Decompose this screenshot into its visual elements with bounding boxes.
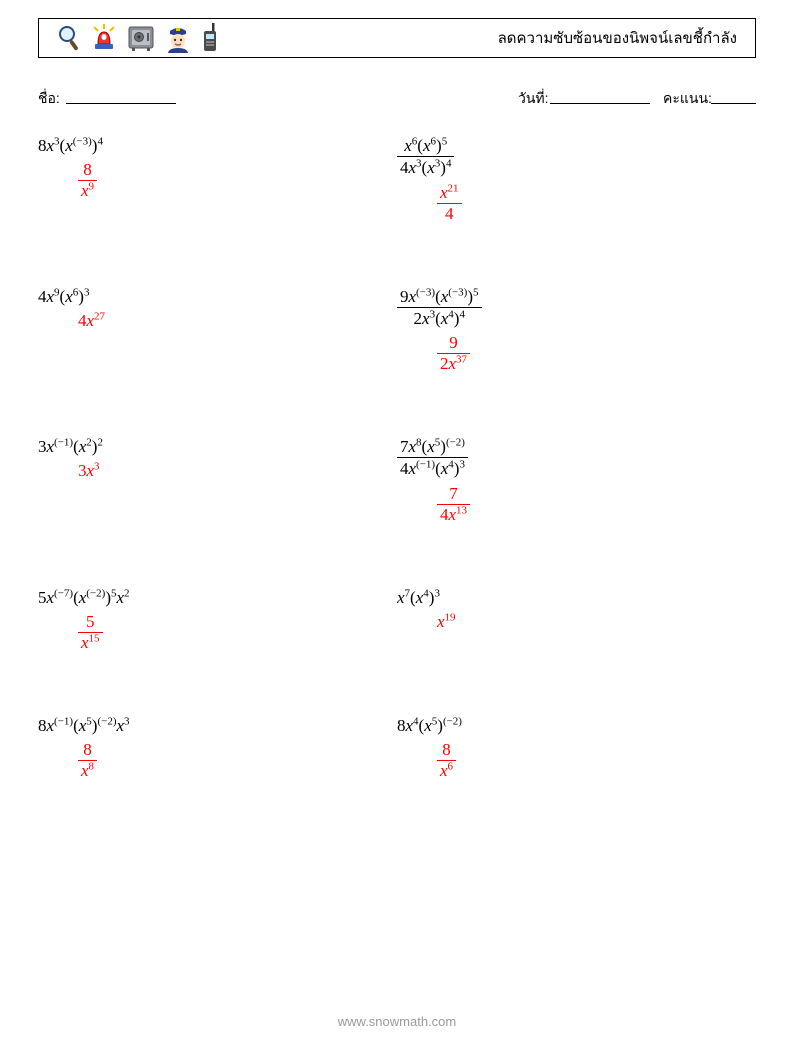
problem-expression: 4x9(x6)3 <box>38 286 397 307</box>
police-icon <box>165 23 191 53</box>
name-label: ชื่อ: <box>38 88 60 110</box>
problem-expression: x7(x4)3 <box>397 587 756 608</box>
problems-grid: 8x3(x(−3))4 8x9 x6(x6)54x3(x3)4 x214 4x9… <box>38 135 756 843</box>
problem-answer: 92x37 <box>437 333 756 374</box>
problem-answer: 8x9 <box>78 160 397 201</box>
problem-cell: 8x(−1)(x5)(−2)x3 8x8 <box>38 715 397 781</box>
problem-expression: 3x(−1)(x2)2 <box>38 436 397 457</box>
problem-row: 3x(−1)(x2)2 3x3 7x8(x5)(−2)4x(−1)(x4)3 7… <box>38 436 756 525</box>
problem-cell: 4x9(x6)3 4x27 <box>38 286 397 375</box>
siren-icon <box>91 24 117 52</box>
date-label: วันที่: <box>518 88 549 110</box>
magnifier-icon <box>57 24 81 52</box>
problem-expression: 8x(−1)(x5)(−2)x3 <box>38 715 397 736</box>
problem-answer: 8x6 <box>437 740 756 781</box>
problem-answer: 8x8 <box>78 740 397 781</box>
problem-answer: 4x27 <box>78 311 397 331</box>
name-blank <box>66 103 176 104</box>
problem-expression: 8x3(x(−3))4 <box>38 135 397 156</box>
problem-expression: 5x(−7)(x(−2))5x2 <box>38 587 397 608</box>
problem-cell: x6(x6)54x3(x3)4 x214 <box>397 135 756 224</box>
problem-answer: x19 <box>437 612 756 632</box>
problem-row: 5x(−7)(x(−2))5x2 5x15 x7(x4)3 x19 <box>38 587 756 653</box>
page-title: ลดความซับซ้อนของนิพจน์เลขชี้กำลัง <box>498 26 737 50</box>
problem-row: 8x3(x(−3))4 8x9 x6(x6)54x3(x3)4 x214 <box>38 135 756 224</box>
header-box: ลดความซับซ้อนของนิพจน์เลขชี้กำลัง <box>38 18 756 58</box>
problem-cell: 3x(−1)(x2)2 3x3 <box>38 436 397 525</box>
header-icons <box>57 23 219 53</box>
problem-cell: 8x3(x(−3))4 8x9 <box>38 135 397 224</box>
walkie-talkie-icon <box>201 23 219 53</box>
problem-expression: 7x8(x5)(−2)4x(−1)(x4)3 <box>397 436 756 480</box>
problem-answer: 3x3 <box>78 461 397 481</box>
problem-cell: 5x(−7)(x(−2))5x2 5x15 <box>38 587 397 653</box>
safe-icon <box>127 24 155 52</box>
problem-expression: 8x4(x5)(−2) <box>397 715 756 736</box>
problem-answer: x214 <box>437 183 756 224</box>
problem-answer: 74x13 <box>437 484 756 525</box>
problem-cell: 8x4(x5)(−2) 8x6 <box>397 715 756 781</box>
problem-expression: 9x(−3)(x(−3))52x3(x4)4 <box>397 286 756 330</box>
problem-cell: x7(x4)3 x19 <box>397 587 756 653</box>
score-blank <box>711 103 756 104</box>
problem-answer: 5x15 <box>78 612 397 653</box>
problem-row: 4x9(x6)3 4x27 9x(−3)(x(−3))52x3(x4)4 92x… <box>38 286 756 375</box>
date-blank <box>550 103 650 104</box>
problem-row: 8x(−1)(x5)(−2)x3 8x8 8x4(x5)(−2) 8x6 <box>38 715 756 781</box>
score-label: คะแนน: <box>663 88 712 110</box>
problem-cell: 9x(−3)(x(−3))52x3(x4)4 92x37 <box>397 286 756 375</box>
problem-cell: 7x8(x5)(−2)4x(−1)(x4)3 74x13 <box>397 436 756 525</box>
footer-text: www.snowmath.com <box>0 1014 794 1029</box>
problem-expression: x6(x6)54x3(x3)4 <box>397 135 756 179</box>
